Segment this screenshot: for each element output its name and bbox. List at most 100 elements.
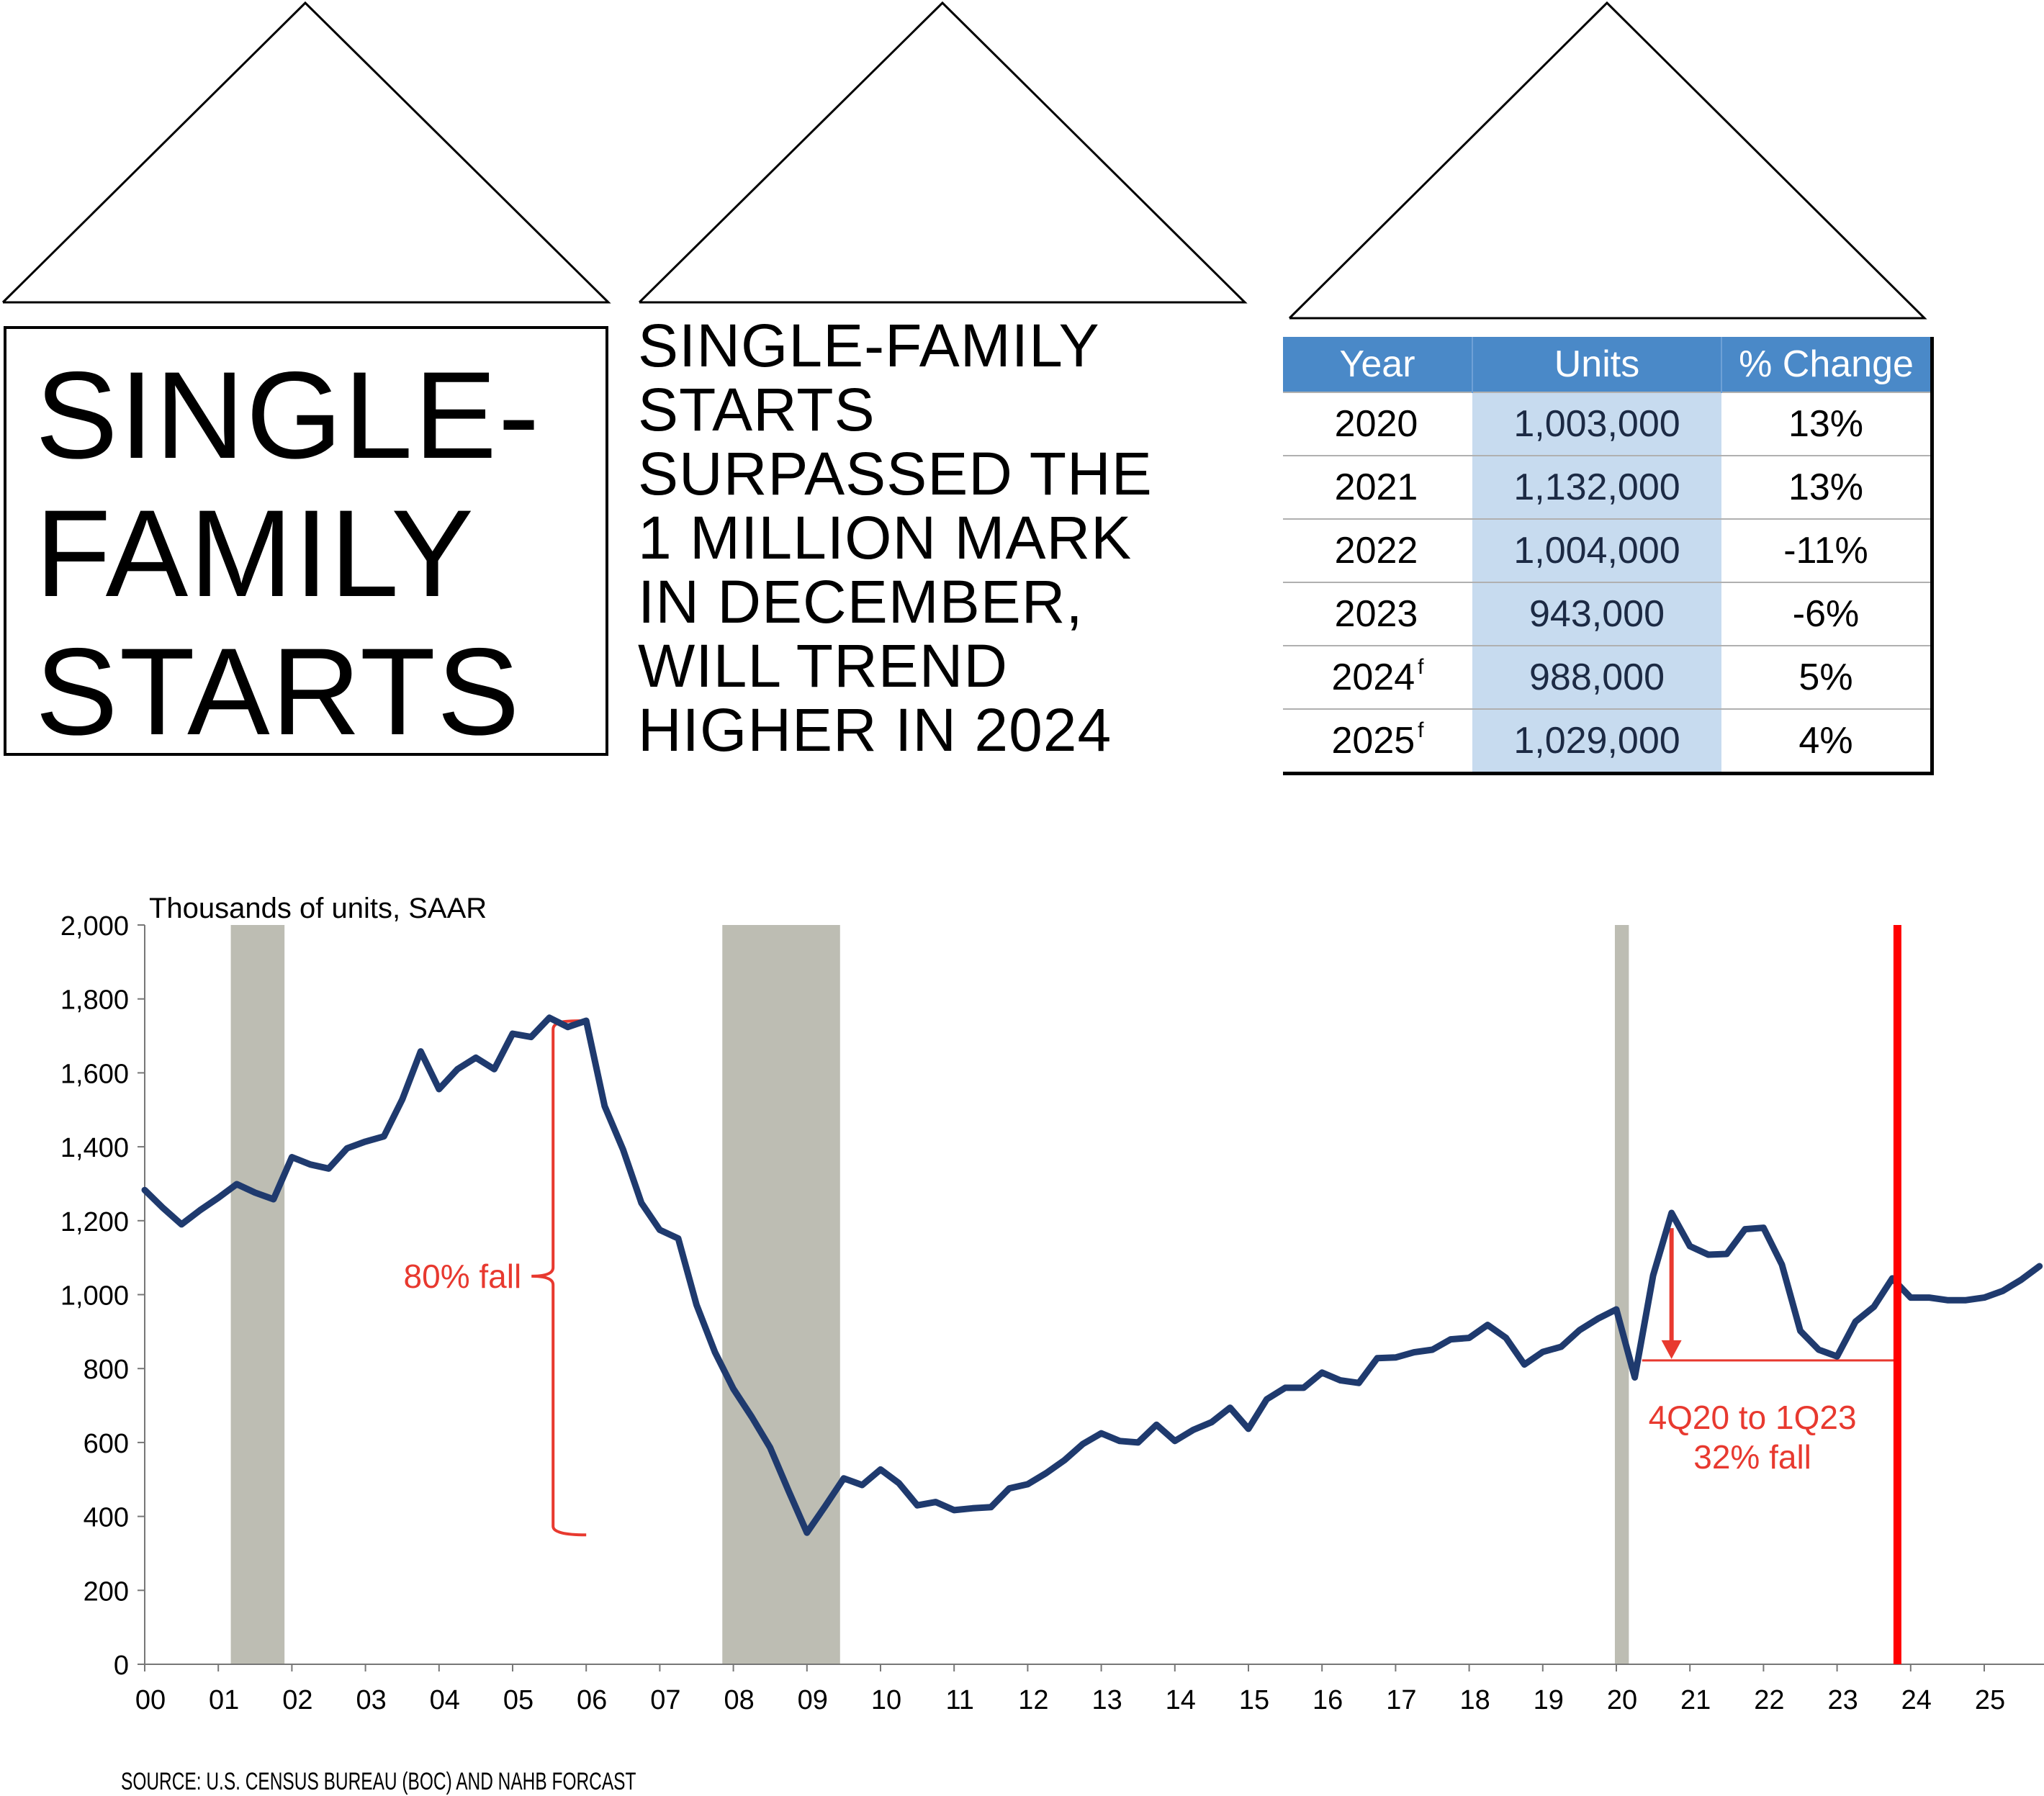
headline-line: WILL TREND [638, 634, 1153, 698]
y-tick-label: 400 [84, 1503, 129, 1533]
x-tick-label: 07 [650, 1685, 680, 1715]
headline-line: 1 MILLION MARK [638, 506, 1153, 570]
x-tick-label: 24 [1901, 1685, 1932, 1715]
y-tick-label: 2,000 [60, 911, 129, 942]
cell-year: 2023 [1283, 582, 1472, 646]
title-line: SINGLE- [35, 353, 541, 477]
annotation-label: 80% fall [404, 1258, 522, 1295]
x-tick-label: 17 [1386, 1685, 1416, 1715]
headline-line: IN DECEMBER, [638, 570, 1153, 634]
year-value: 2025 [1331, 720, 1415, 762]
cell-units: 1,132,000 [1472, 456, 1721, 519]
x-tick-label: 11 [945, 1685, 973, 1715]
forecast-mark: f [1418, 656, 1423, 678]
starts-table: Year Units % Change 2020 1,003,000 13%20… [1283, 337, 1934, 775]
cell-change: 13% [1721, 456, 1932, 519]
table-row: 2021 1,132,000 13% [1283, 456, 1932, 519]
x-tick-label: 02 [282, 1685, 312, 1715]
x-tick-label: 21 [1680, 1685, 1711, 1715]
x-tick-label: 12 [1018, 1685, 1048, 1715]
cell-units: 1,004,000 [1472, 519, 1721, 582]
roof-decorations [0, 0, 2044, 331]
x-tick-label: 04 [430, 1685, 460, 1715]
cell-units: 1,029,000 [1472, 709, 1721, 774]
x-tick-label: 19 [1534, 1685, 1564, 1715]
header-change: % Change [1721, 337, 1932, 392]
starts-chart: 02004006008001,0001,2001,4001,6001,8002,… [0, 849, 2044, 1756]
title-line: FAMILY [35, 492, 475, 615]
cell-change: 5% [1721, 646, 1932, 709]
cell-year: 2021 [1283, 456, 1472, 519]
forecast-mark: f [1418, 720, 1423, 741]
table-row: 2020 1,003,000 13% [1283, 392, 1932, 456]
x-tick-label: 05 [503, 1685, 533, 1715]
headline-line: SURPASSED THE [638, 442, 1153, 506]
y-tick-label: 800 [84, 1355, 129, 1385]
brace-80-fall [531, 1021, 586, 1535]
y-axis-title: Thousands of units, SAAR [149, 893, 487, 924]
cell-units: 1,003,000 [1472, 392, 1721, 456]
cell-change: -11% [1721, 519, 1932, 582]
source-note: SOURCE: U.S. CENSUS BUREAU (BOC) AND NAH… [121, 1768, 636, 1796]
annotation-label: 4Q20 to 1Q23 [1649, 1399, 1857, 1436]
header-year: Year [1283, 337, 1472, 392]
headline: SINGLE-FAMILY STARTS SURPASSED THE 1 MIL… [638, 314, 1153, 762]
x-tick-label: 01 [209, 1685, 239, 1715]
y-tick-label: 1,800 [60, 985, 129, 1016]
year-value: 2021 [1335, 466, 1418, 508]
header-units: Units [1472, 337, 1721, 392]
headline-line: HIGHER IN 2024 [638, 698, 1153, 762]
x-tick-label: 13 [1091, 1685, 1122, 1715]
x-tick-label: 18 [1459, 1685, 1490, 1715]
x-tick-label: 23 [1827, 1685, 1858, 1715]
year-value: 2022 [1335, 530, 1418, 572]
x-tick-label: 08 [724, 1685, 754, 1715]
x-tick-label: 22 [1754, 1685, 1784, 1715]
y-tick-label: 1,400 [60, 1133, 129, 1163]
cell-units: 943,000 [1472, 582, 1721, 646]
x-tick-label: 10 [871, 1685, 901, 1715]
year-value: 2024 [1331, 656, 1415, 698]
cell-change: 13% [1721, 392, 1932, 456]
cell-change: 4% [1721, 709, 1932, 774]
annotation-label: 32% fall [1693, 1438, 1811, 1476]
roof-left [3, 3, 608, 302]
headline-line: SINGLE-FAMILY [638, 314, 1153, 378]
y-tick-label: 200 [84, 1576, 129, 1607]
y-tick-label: 1,200 [60, 1207, 129, 1237]
cell-year: 2020 [1283, 392, 1472, 456]
y-tick-label: 600 [84, 1429, 129, 1459]
x-tick-label: 03 [356, 1685, 386, 1715]
x-tick-label: 20 [1607, 1685, 1637, 1715]
roof-right [1289, 3, 1924, 318]
y-tick-label: 0 [114, 1651, 129, 1681]
y-tick-label: 1,600 [60, 1059, 129, 1089]
year-value: 2023 [1335, 593, 1418, 635]
x-tick-label: 09 [798, 1685, 828, 1715]
cell-year: 2022 [1283, 519, 1472, 582]
table-row: 2022 1,004,000 -11% [1283, 519, 1932, 582]
x-tick-label: 25 [1975, 1685, 2005, 1715]
x-tick-label: 14 [1166, 1685, 1196, 1715]
axes: 02004006008001,0001,2001,4001,6001,8002,… [60, 911, 2044, 1715]
x-tick-label: 06 [577, 1685, 607, 1715]
year-value: 2020 [1335, 403, 1418, 445]
title-box: SINGLE- FAMILY STARTS [4, 326, 608, 756]
recession-band [231, 925, 285, 1664]
recession-band [722, 925, 840, 1664]
x-tick-label: 15 [1239, 1685, 1269, 1715]
x-tick-label: 16 [1313, 1685, 1343, 1715]
cell-change: -6% [1721, 582, 1932, 646]
x-tick-label: 00 [135, 1685, 166, 1715]
y-tick-label: 1,000 [60, 1281, 129, 1312]
title-line: STARTS [35, 630, 521, 754]
arrow-head [1662, 1340, 1682, 1359]
headline-line: STARTS [638, 378, 1153, 442]
table-row: 2023 943,000 -6% [1283, 582, 1932, 646]
table-header-row: Year Units % Change [1283, 337, 1932, 392]
